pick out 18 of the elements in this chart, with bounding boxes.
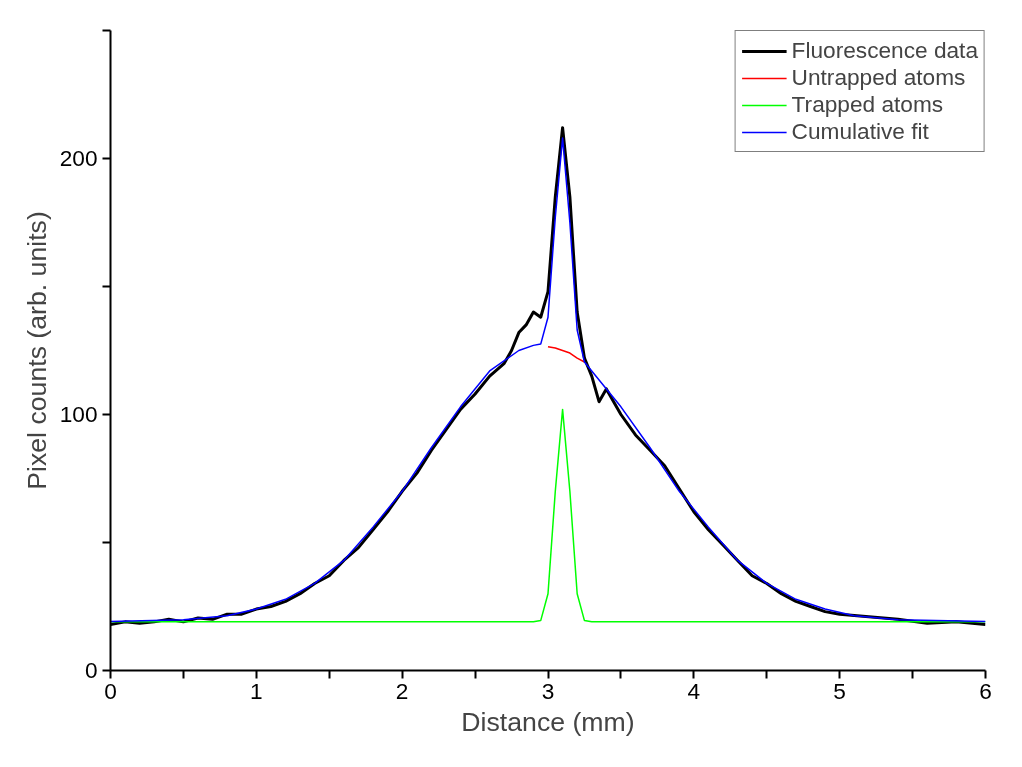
y-tick-label: 100 — [59, 401, 98, 427]
y-tick-label: 200 — [59, 145, 98, 171]
x-tick-label: 5 — [833, 677, 846, 704]
legend-label: Cumulative fit — [791, 118, 929, 145]
legend-label: Untrapped atoms — [791, 64, 966, 91]
x-tick-label: 2 — [395, 677, 409, 704]
legend-label: Trapped atoms — [791, 91, 944, 118]
y-tick-label: 0 — [84, 657, 98, 683]
line-series — [110, 408, 986, 623]
x-tick-label: 3 — [541, 677, 555, 704]
x-tick-label: 0 — [104, 677, 117, 704]
x-axis-title: Distance (mm) — [461, 706, 635, 737]
legend-label: Fluorescence data — [791, 37, 978, 64]
line-series — [547, 345, 586, 363]
x-tick-label: 1 — [250, 677, 263, 704]
x-tick-label: 6 — [979, 677, 992, 704]
x-tick-label: 4 — [687, 677, 701, 704]
y-axis-title: Pixel counts (arb. units) — [21, 211, 52, 490]
